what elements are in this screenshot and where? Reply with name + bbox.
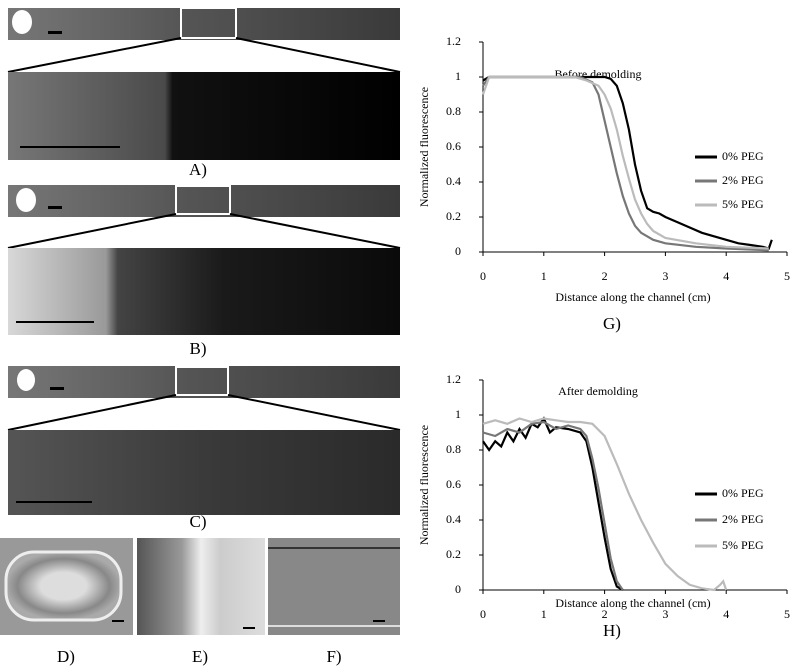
panel-label: A) bbox=[189, 160, 207, 179]
legend-label: 0% PEG bbox=[722, 149, 764, 163]
legend-label: 5% PEG bbox=[722, 197, 764, 211]
x-tick-label: 1 bbox=[541, 269, 547, 283]
y-tick-label: 0.2 bbox=[446, 209, 461, 223]
y-tick-label: 0.8 bbox=[446, 442, 461, 456]
x-axis-label: Distance along the channel (cm) bbox=[555, 290, 710, 304]
data-line bbox=[482, 75, 773, 250]
y-tick-label: 0.6 bbox=[446, 477, 461, 491]
micrograph-b bbox=[7, 185, 401, 335]
x-tick-label: 0 bbox=[480, 607, 486, 621]
legend-label: 2% PEG bbox=[722, 512, 764, 526]
x-tick-label: 2 bbox=[602, 269, 608, 283]
panel-label: H) bbox=[603, 621, 621, 640]
y-axis-label: Normalized fluorescence bbox=[417, 87, 431, 207]
y-tick-label: 1.2 bbox=[446, 372, 461, 386]
y-tick-label: 0.4 bbox=[446, 512, 461, 526]
y-tick-label: 0.2 bbox=[446, 547, 461, 561]
x-tick-label: 5 bbox=[784, 269, 790, 283]
y-axis-label: Normalized fluorescence bbox=[417, 425, 431, 545]
y-tick-label: 1 bbox=[455, 407, 461, 421]
x-tick-label: 0 bbox=[480, 269, 486, 283]
x-axis-label: Distance along the channel (cm) bbox=[555, 596, 710, 610]
data-line bbox=[482, 416, 624, 591]
panel-label: G) bbox=[603, 314, 621, 333]
y-tick-label: 0.4 bbox=[446, 174, 461, 188]
y-tick-label: 0.8 bbox=[446, 104, 461, 118]
y-tick-label: 1.2 bbox=[446, 34, 461, 48]
legend-label: 2% PEG bbox=[722, 173, 764, 187]
micrograph-a bbox=[7, 7, 401, 160]
panel-label: E) bbox=[192, 647, 208, 666]
legend-label: 5% PEG bbox=[722, 538, 764, 552]
x-tick-label: 3 bbox=[662, 269, 668, 283]
panel-label: B) bbox=[190, 339, 207, 358]
y-tick-label: 0.6 bbox=[446, 139, 461, 153]
micrographs-def bbox=[0, 538, 400, 635]
data-line bbox=[482, 417, 728, 592]
panel-label: C) bbox=[190, 512, 207, 531]
panel-label: F) bbox=[326, 647, 341, 666]
x-tick-label: 4 bbox=[723, 269, 729, 283]
x-tick-label: 2 bbox=[602, 607, 608, 621]
chart-title: Before demolding bbox=[555, 67, 642, 81]
x-tick-label: 3 bbox=[662, 607, 668, 621]
y-tick-label: 0 bbox=[455, 244, 461, 258]
micrograph-c bbox=[7, 366, 401, 515]
data-line bbox=[481, 75, 769, 250]
x-tick-label: 5 bbox=[784, 607, 790, 621]
y-tick-label: 0 bbox=[455, 582, 461, 596]
x-tick-label: 4 bbox=[723, 607, 729, 621]
y-tick-label: 1 bbox=[455, 69, 461, 83]
x-tick-label: 1 bbox=[541, 607, 547, 621]
legend-label: 0% PEG bbox=[722, 486, 764, 500]
chart-title: After demolding bbox=[558, 384, 638, 398]
panel-label: D) bbox=[57, 647, 75, 666]
data-line bbox=[482, 420, 624, 591]
